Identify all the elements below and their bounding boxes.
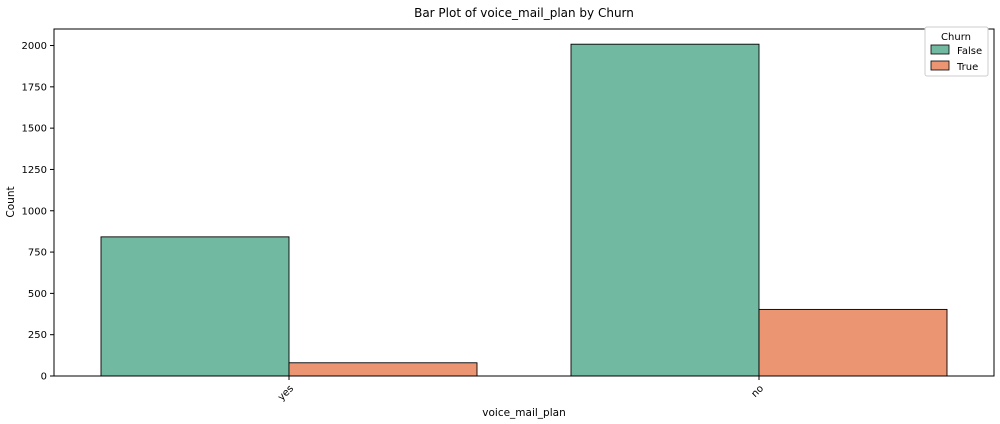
legend-title: Churn [941, 32, 971, 43]
plot-frame [53, 28, 995, 377]
bar-no-true [758, 308, 948, 377]
legend: Churn False True [924, 26, 989, 77]
y-tick-label: 250 [28, 330, 47, 341]
y-tick-label: 2000 [22, 41, 47, 52]
plot-area: 0 250 500 750 1000 1250 1500 1750 2000 yes no [22, 28, 995, 403]
chart-title: Bar Plot of voice_mail_plan by Churn [414, 6, 634, 20]
legend-label-false: False [957, 46, 982, 57]
y-tick-label: 1250 [22, 165, 47, 176]
bar-no-false [570, 43, 760, 377]
y-tick-label: 1750 [22, 82, 47, 93]
legend-swatch-false [930, 44, 950, 55]
x-tick-label: yes [276, 383, 296, 403]
bar-yes-true [288, 362, 478, 377]
y-tick-label: 500 [28, 289, 47, 300]
y-tick-label: 1500 [22, 124, 47, 135]
y-tick-label: 1000 [22, 206, 47, 217]
x-tick-label: no [749, 383, 766, 400]
bar-yes-false [100, 236, 290, 377]
y-tick-label: 0 [41, 372, 47, 383]
y-tick-label: 750 [28, 248, 47, 259]
y-axis-label: Count [5, 186, 17, 217]
legend-swatch-true [930, 60, 950, 71]
x-axis-label: voice_mail_plan [482, 407, 565, 419]
legend-label-true: True [956, 62, 978, 73]
